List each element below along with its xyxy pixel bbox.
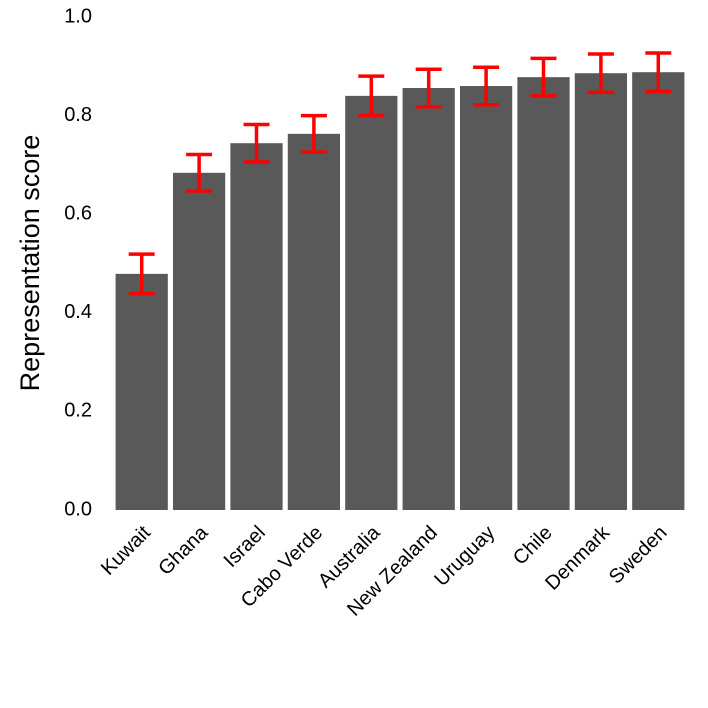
x-tick-label: Uruguay [430, 522, 499, 591]
y-tick-label: 0.8 [64, 104, 92, 126]
error-bar [243, 122, 270, 164]
bar [172, 172, 226, 510]
bar [402, 87, 455, 510]
x-tick-label: Sweden [605, 522, 672, 589]
error-bar [128, 252, 155, 296]
x-tick-label: Israel [220, 522, 270, 572]
y-tick-label: 0.4 [64, 301, 92, 323]
bar [345, 95, 398, 510]
bar [459, 86, 513, 511]
x-tick-label: Ghana [154, 521, 213, 580]
bar [287, 133, 341, 510]
error-bar [358, 74, 385, 118]
y-tick-label: 0.0 [64, 498, 92, 520]
error-bar [587, 52, 614, 95]
error-bar [415, 67, 442, 109]
bar [115, 273, 168, 510]
bar [574, 73, 628, 511]
bar [230, 143, 283, 510]
error-bar [186, 152, 213, 193]
y-axis-title: Representation score [15, 135, 45, 392]
y-tick-label: 0.6 [64, 202, 92, 224]
bar [517, 77, 570, 511]
error-bar [530, 56, 557, 98]
x-tick-label: Chile [509, 522, 557, 570]
y-tick-label: 0.2 [64, 400, 92, 422]
x-tick-label: Denmark [541, 521, 615, 595]
error-bar [473, 65, 500, 107]
x-tick-label: Kuwait [97, 521, 155, 579]
error-bar [645, 51, 672, 94]
error-bar [300, 113, 327, 154]
bar [632, 72, 685, 510]
y-tick-label: 1.0 [64, 5, 92, 27]
